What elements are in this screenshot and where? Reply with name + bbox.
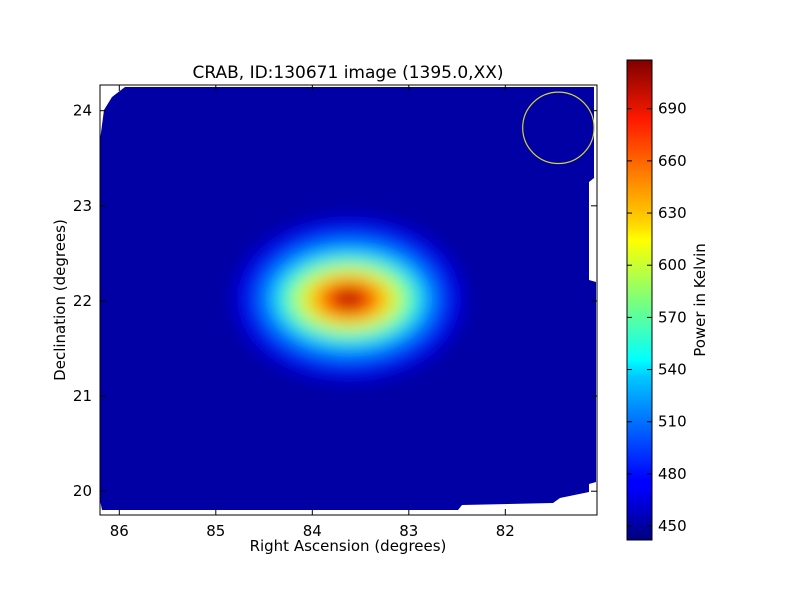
emission-contour [338, 292, 359, 307]
colorbar-gradient [626, 59, 653, 541]
y-axis-label: Declination (degrees) [51, 219, 69, 381]
beam-circle [522, 91, 595, 165]
x-tick-label: 86 [110, 522, 129, 540]
axes-frame [99, 84, 598, 516]
y-tick-label: 23 [73, 197, 92, 215]
y-tick-label: 22 [73, 292, 92, 310]
source-emission [233, 217, 464, 382]
colorbar-tick-label: 450 [658, 517, 687, 535]
colorbar-tick-label: 540 [658, 361, 687, 379]
x-axis-ticks: 86 85 84 83 82 [110, 85, 515, 540]
colorbar-tick-label: 600 [658, 256, 687, 274]
x-tick-label: 84 [303, 522, 322, 540]
y-tick-label: 24 [73, 102, 92, 120]
x-axis-label: Right Ascension (degrees) [250, 537, 447, 555]
colorbar-label: Power in Kelvin [691, 243, 709, 357]
colorbar-tick-label: 570 [658, 308, 687, 326]
y-tick-label: 20 [73, 482, 92, 500]
chart-title: CRAB, ID:130671 image (1395.0,XX) [192, 63, 503, 83]
x-tick-label: 85 [206, 522, 225, 540]
x-tick-label: 83 [399, 522, 418, 540]
colorbar: 450 480 510 540 570 600 630 660 690 Power in Kel… [626, 59, 709, 541]
y-axis-ticks: 20 21 22 23 24 [73, 102, 597, 500]
colorbar-tick-label: 690 [658, 100, 687, 118]
colorbar-tick-label: 630 [658, 204, 687, 222]
colorbar-ticks: 450 480 510 540 570 600 630 660 690 [627, 100, 687, 535]
x-tick-label: 82 [496, 522, 515, 540]
colorbar-tick-label: 480 [658, 465, 687, 483]
colorbar-tick-label: 660 [658, 152, 687, 170]
colorbar-tick-label: 510 [658, 413, 687, 431]
y-tick-label: 21 [73, 387, 92, 405]
image-area [100, 87, 596, 510]
